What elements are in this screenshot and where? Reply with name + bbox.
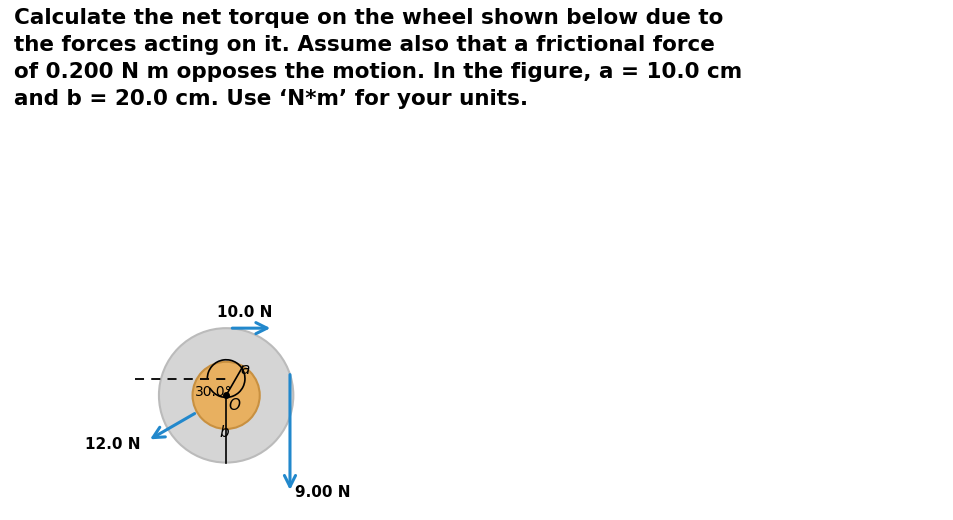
Text: Calculate the net torque on the wheel shown below due to
the forces acting on it: Calculate the net torque on the wheel sh… (14, 8, 741, 109)
Circle shape (159, 328, 293, 463)
Text: 9.00 N: 9.00 N (294, 485, 350, 500)
Text: a: a (240, 361, 250, 376)
Circle shape (193, 362, 259, 429)
Text: b: b (219, 425, 229, 440)
Text: O: O (229, 398, 240, 413)
Text: 12.0 N: 12.0 N (85, 437, 141, 451)
Text: 30.0°: 30.0° (195, 385, 233, 399)
Text: 10.0 N: 10.0 N (216, 305, 272, 320)
